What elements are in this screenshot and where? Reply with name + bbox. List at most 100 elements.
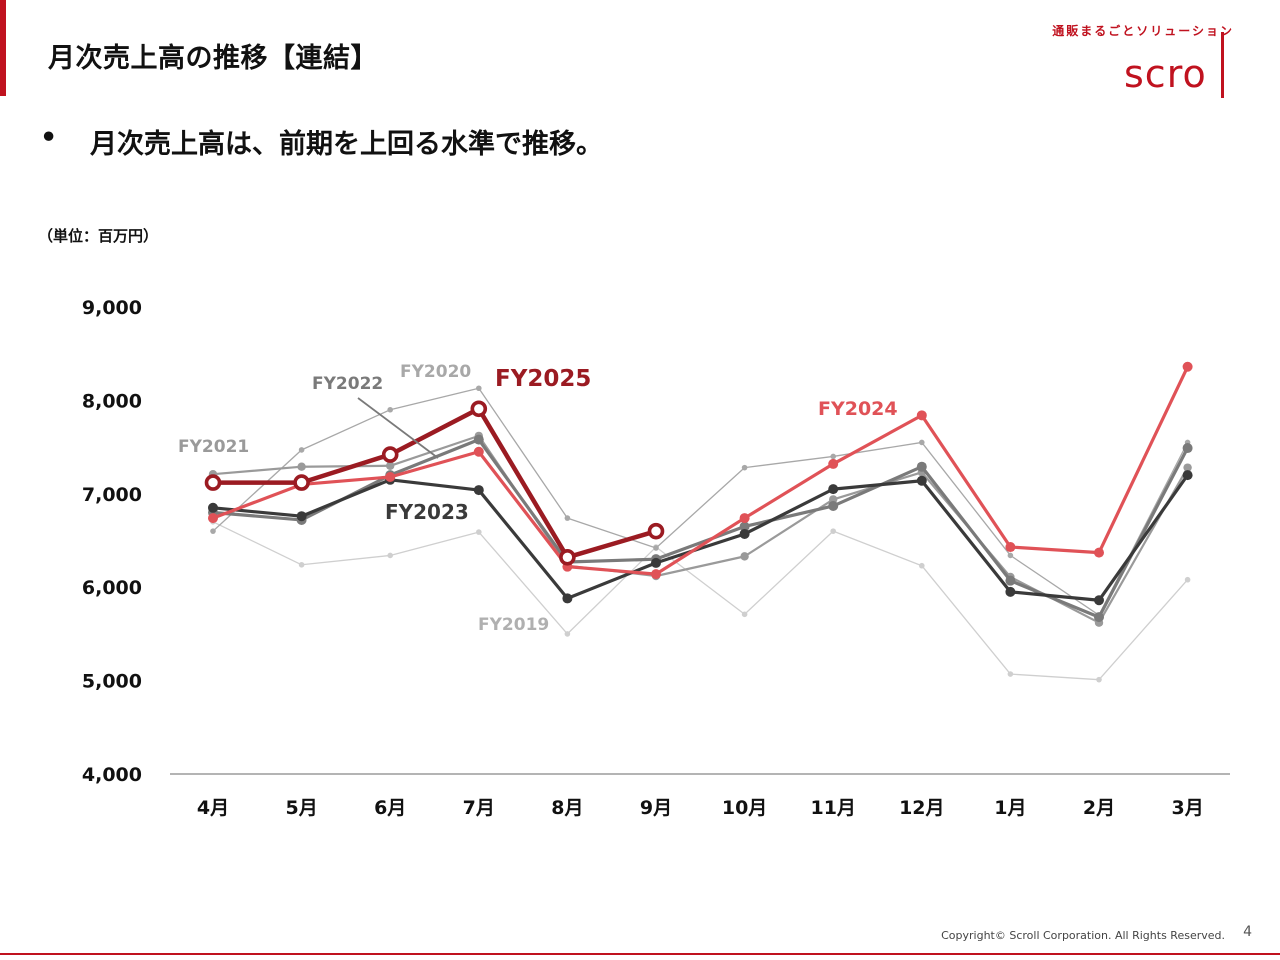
data-point: [559, 549, 576, 566]
series-line: [211, 473, 1190, 602]
data-point: [387, 406, 394, 413]
data-point: [1182, 361, 1193, 372]
series-label-fy2019: FY2019: [478, 615, 549, 635]
data-point: [1184, 576, 1191, 583]
data-point: [1007, 552, 1014, 559]
series-label-fy2024: FY2024: [818, 398, 898, 420]
series-line: [211, 365, 1190, 576]
series-fy2025: [204, 400, 665, 566]
data-point: [1007, 671, 1014, 677]
data-point: [297, 462, 306, 471]
page-title: 月次売上高の推移【連結】: [48, 43, 378, 74]
x-tick-label: 12月: [899, 797, 944, 819]
y-tick-label: 9,000: [82, 297, 142, 319]
series-line: [210, 406, 659, 560]
y-tick-label: 4,000: [82, 764, 142, 786]
data-point: [473, 434, 484, 445]
series-fy2023: [208, 470, 1193, 606]
data-point: [1096, 676, 1102, 683]
data-point: [293, 474, 310, 491]
data-point: [1094, 612, 1104, 623]
data-point: [210, 528, 216, 534]
data-point: [386, 461, 395, 470]
data-point: [1182, 470, 1193, 481]
y-tick-label: 8,000: [82, 390, 142, 412]
data-point: [919, 439, 925, 446]
data-point: [916, 461, 927, 472]
data-point: [651, 569, 661, 580]
x-tick-label: 9月: [640, 797, 672, 819]
data-point: [1005, 586, 1016, 597]
data-point: [916, 475, 927, 486]
x-tick-label: 2月: [1083, 797, 1115, 819]
page-number: 4: [1243, 924, 1252, 940]
data-point: [564, 631, 571, 637]
bullet-dot-icon: •: [40, 122, 58, 153]
data-point: [828, 500, 839, 511]
x-tick-label: 6月: [374, 797, 406, 819]
data-point: [473, 485, 484, 496]
data-point: [647, 522, 665, 540]
x-tick-label: 7月: [463, 797, 495, 819]
data-point: [385, 471, 396, 482]
bullet-text: 月次売上高は、前期を上回る水準で推移。: [90, 129, 603, 160]
data-point: [739, 513, 750, 524]
x-tick-label: 3月: [1171, 797, 1203, 819]
data-point: [739, 521, 750, 532]
series-label-fy2020: FY2020: [400, 362, 471, 382]
data-point: [740, 552, 749, 561]
data-point: [208, 502, 218, 513]
x-tick-label: 10月: [722, 797, 767, 819]
data-point: [564, 515, 571, 521]
y-tick-label: 6,000: [82, 577, 142, 599]
y-tick-label: 7,000: [82, 484, 142, 506]
data-point: [741, 611, 748, 618]
data-point: [741, 464, 748, 471]
series-fy2021: [208, 431, 1192, 627]
series-fy2024: [208, 361, 1193, 580]
data-point: [387, 552, 394, 559]
data-point: [470, 400, 488, 418]
series-label-fy2025: FY2025: [495, 366, 591, 392]
data-point: [1182, 443, 1193, 454]
copyright-text: Copyright© Scroll Corporation. All Right…: [941, 929, 1225, 942]
data-point: [298, 561, 305, 568]
series-label-fy2023: FY2023: [385, 500, 469, 524]
left-accent-bar: [0, 0, 6, 96]
monthly-sales-chart: 4,000 5,000 6,000 7,000 8,000 9,000 4月 5月 6月 7月 8…: [82, 297, 1230, 819]
data-point: [651, 557, 661, 568]
data-point: [830, 453, 836, 460]
series-line: [212, 521, 1189, 681]
x-tick-label: 1月: [994, 797, 1026, 819]
data-point: [739, 528, 750, 539]
bottom-rule: [0, 953, 1280, 955]
data-point: [298, 447, 305, 453]
x-tick-label: 11月: [810, 797, 855, 819]
data-point: [1094, 547, 1104, 558]
data-point: [919, 562, 925, 569]
logo-wordmark: scro: [1124, 52, 1207, 96]
data-point: [562, 593, 573, 604]
data-point: [1183, 463, 1192, 472]
data-point: [653, 545, 659, 551]
fy2022-leader-line: [357, 397, 439, 459]
series-fy2020: [210, 385, 1191, 619]
x-tick-label: 5月: [285, 797, 317, 819]
logo-tagline: 通販まるごとソリューション: [1052, 24, 1234, 38]
data-point: [204, 474, 222, 491]
series-label-fy2022: FY2022: [312, 374, 383, 394]
series-line: [211, 438, 1190, 619]
data-point: [1094, 595, 1104, 606]
scroll-logo: 通販まるごとソリューション scro: [1044, 22, 1234, 100]
data-point: [381, 446, 399, 463]
series-fy2019: [210, 519, 1191, 683]
data-point: [828, 458, 839, 469]
y-tick-label: 5,000: [82, 671, 142, 693]
data-point: [916, 410, 927, 421]
series-line: [212, 387, 1189, 616]
data-point: [208, 513, 218, 524]
unit-label: （単位：百万円）: [38, 227, 159, 245]
data-point: [828, 484, 839, 495]
logo-bar-icon: [1221, 32, 1224, 98]
x-tick-label: 8月: [551, 797, 583, 819]
